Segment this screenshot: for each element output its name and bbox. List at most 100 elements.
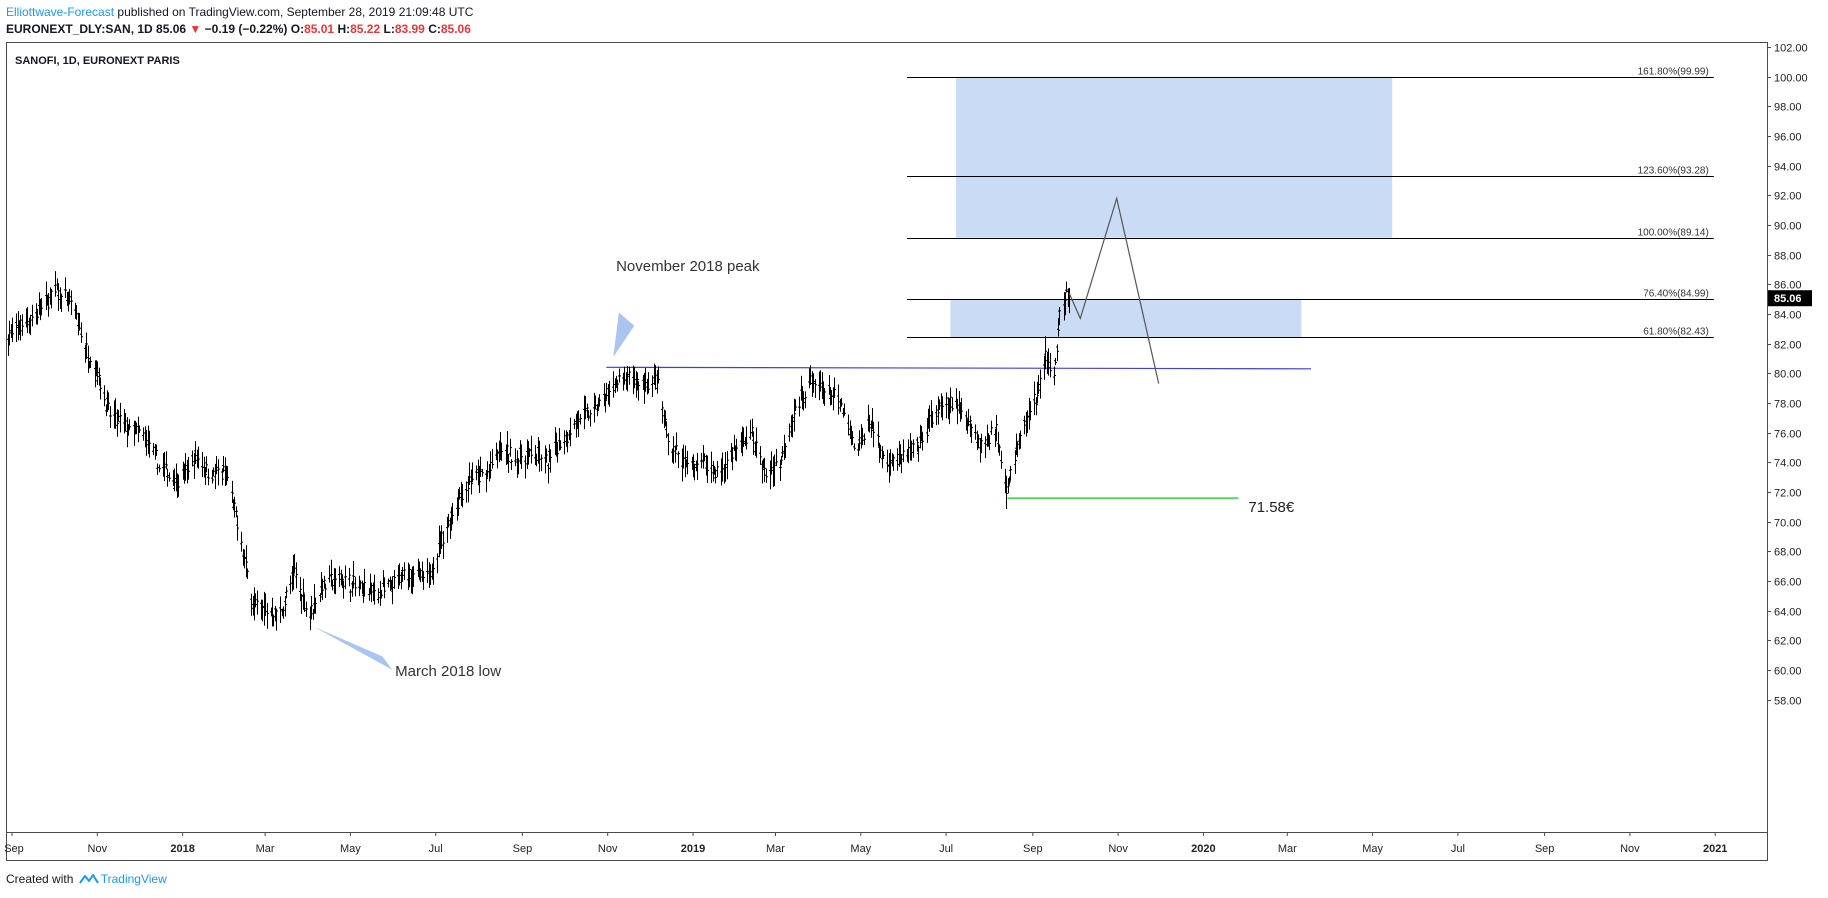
ohlc-bar <box>207 468 210 486</box>
ohlc-bar <box>587 410 590 421</box>
ohlc-bar <box>142 427 145 441</box>
chart-title: SANOFI, 1D, EURONEXT PARIS <box>15 55 180 67</box>
ohlc-bar <box>769 460 772 490</box>
ohlc-bar <box>892 454 895 471</box>
ohlc-bar <box>299 576 302 602</box>
ohlc-bar <box>714 469 717 484</box>
ohlc-bar <box>31 304 34 327</box>
ohlc-bar <box>205 456 208 473</box>
ohlc-bar <box>706 455 709 483</box>
ohlc-bar <box>664 410 667 427</box>
ohlc-bar <box>163 451 166 482</box>
ohlc-bar <box>759 446 762 465</box>
ohlc-bar <box>798 396 801 417</box>
ohlc-bar <box>540 454 543 472</box>
ohlc-bar <box>331 579 334 591</box>
ohlc-bar <box>686 450 689 475</box>
ohlc-bar <box>977 434 980 449</box>
ohlc-bar <box>124 412 127 432</box>
ohlc-bar <box>794 399 797 411</box>
ohlc-bar <box>486 461 489 478</box>
ohlc-bar <box>1005 475 1008 509</box>
ohlc-bar <box>272 614 275 627</box>
ohlc-bar <box>226 466 229 481</box>
ohlc-bar <box>75 305 78 320</box>
ohlc-bar <box>598 394 601 407</box>
ohlc-bar <box>165 451 168 470</box>
nov-peak-arrow <box>613 312 635 357</box>
ohlc-bar <box>510 459 513 471</box>
ohlc-bar <box>354 576 357 597</box>
annotations: November 2018 peak March 2018 low <box>314 258 760 680</box>
ohlc-bar <box>289 575 292 595</box>
tradingview-link[interactable]: TradingView <box>100 872 167 886</box>
price-tick-label: 78.00 <box>1774 399 1802 411</box>
ohlc-bar <box>70 290 73 316</box>
ohlc-bar <box>773 454 776 487</box>
ohlc-bar <box>87 345 90 373</box>
ohlc-bar <box>667 433 670 456</box>
ohlc-bar <box>148 430 151 458</box>
ohlc-bar <box>60 293 63 312</box>
low-label: L: <box>383 22 395 36</box>
ohlc-bar <box>882 451 885 459</box>
ohlc-bar <box>569 417 572 447</box>
ohlc-bars <box>7 271 1071 631</box>
mar-low-label: March 2018 low <box>395 663 501 680</box>
price-tick-label: 64.00 <box>1774 607 1802 619</box>
ohlc-bar <box>152 442 155 456</box>
ohlc-bar <box>628 366 631 385</box>
time-tick-label: Nov <box>1108 843 1128 855</box>
ohlc-bar <box>1014 450 1017 474</box>
ohlc-bar <box>509 438 512 457</box>
ohlc-bar <box>145 429 148 456</box>
ohlc-bar <box>921 432 924 451</box>
ohlc-bar <box>784 443 787 459</box>
ohlc-bar <box>1023 415 1026 435</box>
ohlc-bar <box>173 468 176 492</box>
ohlc-bar <box>8 320 11 346</box>
ohlc-bar <box>168 472 171 482</box>
ohlc-bar <box>877 421 880 447</box>
ohlc-bar <box>770 451 773 474</box>
ohlc-bar <box>863 433 866 445</box>
price-axis[interactable]: 102.00 100.00 98.00 96.00 94.00 92.00 90.00 88.… <box>1767 43 1812 708</box>
ohlc-bar <box>868 414 871 433</box>
ohlc-bar <box>212 467 215 477</box>
ohlc-bar <box>910 440 913 461</box>
ohlc-bar <box>896 448 899 471</box>
time-tick-label: Sep <box>513 843 533 855</box>
ohlc-bar <box>775 448 778 467</box>
high-label: H: <box>337 22 351 36</box>
ohlc-bar <box>370 582 373 603</box>
ohlc-bar <box>266 602 269 629</box>
ohlc-bar <box>295 562 298 589</box>
ohlc-bar <box>886 449 889 473</box>
price-change: −0.19 (−0.22%) <box>204 22 288 36</box>
price-tick-label: 66.00 <box>1774 577 1802 589</box>
ohlc-bar <box>468 462 471 485</box>
tradingview-logo-icon <box>78 873 99 884</box>
price-tick-label: 86.00 <box>1774 280 1802 292</box>
support-label: 71.58€ <box>1248 499 1295 516</box>
ohlc-bar <box>470 469 473 495</box>
publisher-link[interactable]: Elliottwave-Forecast <box>6 5 115 19</box>
ohlc-bar <box>99 377 102 400</box>
time-axis[interactable]: Sep Nov 2018 Mar May Jul Sep Nov 2019 Mar May Jul Se… <box>4 832 1727 855</box>
ohlc-bar <box>285 586 288 599</box>
ohlc-bar <box>716 460 719 478</box>
resistance-line <box>606 366 1312 370</box>
ohlc-bar <box>461 484 464 508</box>
ohlc-bar <box>1037 374 1040 394</box>
low-value: 83.99 <box>394 22 425 36</box>
ohlc-bar <box>506 431 509 465</box>
open-label: O: <box>290 22 305 36</box>
ohlc-bar <box>103 385 106 407</box>
ohlc-bar <box>282 606 285 619</box>
ohlc-bar <box>54 271 57 297</box>
ohlc-bar <box>788 423 791 442</box>
price-tick-label: 80.00 <box>1774 369 1802 381</box>
ohlc-bar <box>507 454 510 474</box>
ohlc-bar <box>793 398 796 432</box>
